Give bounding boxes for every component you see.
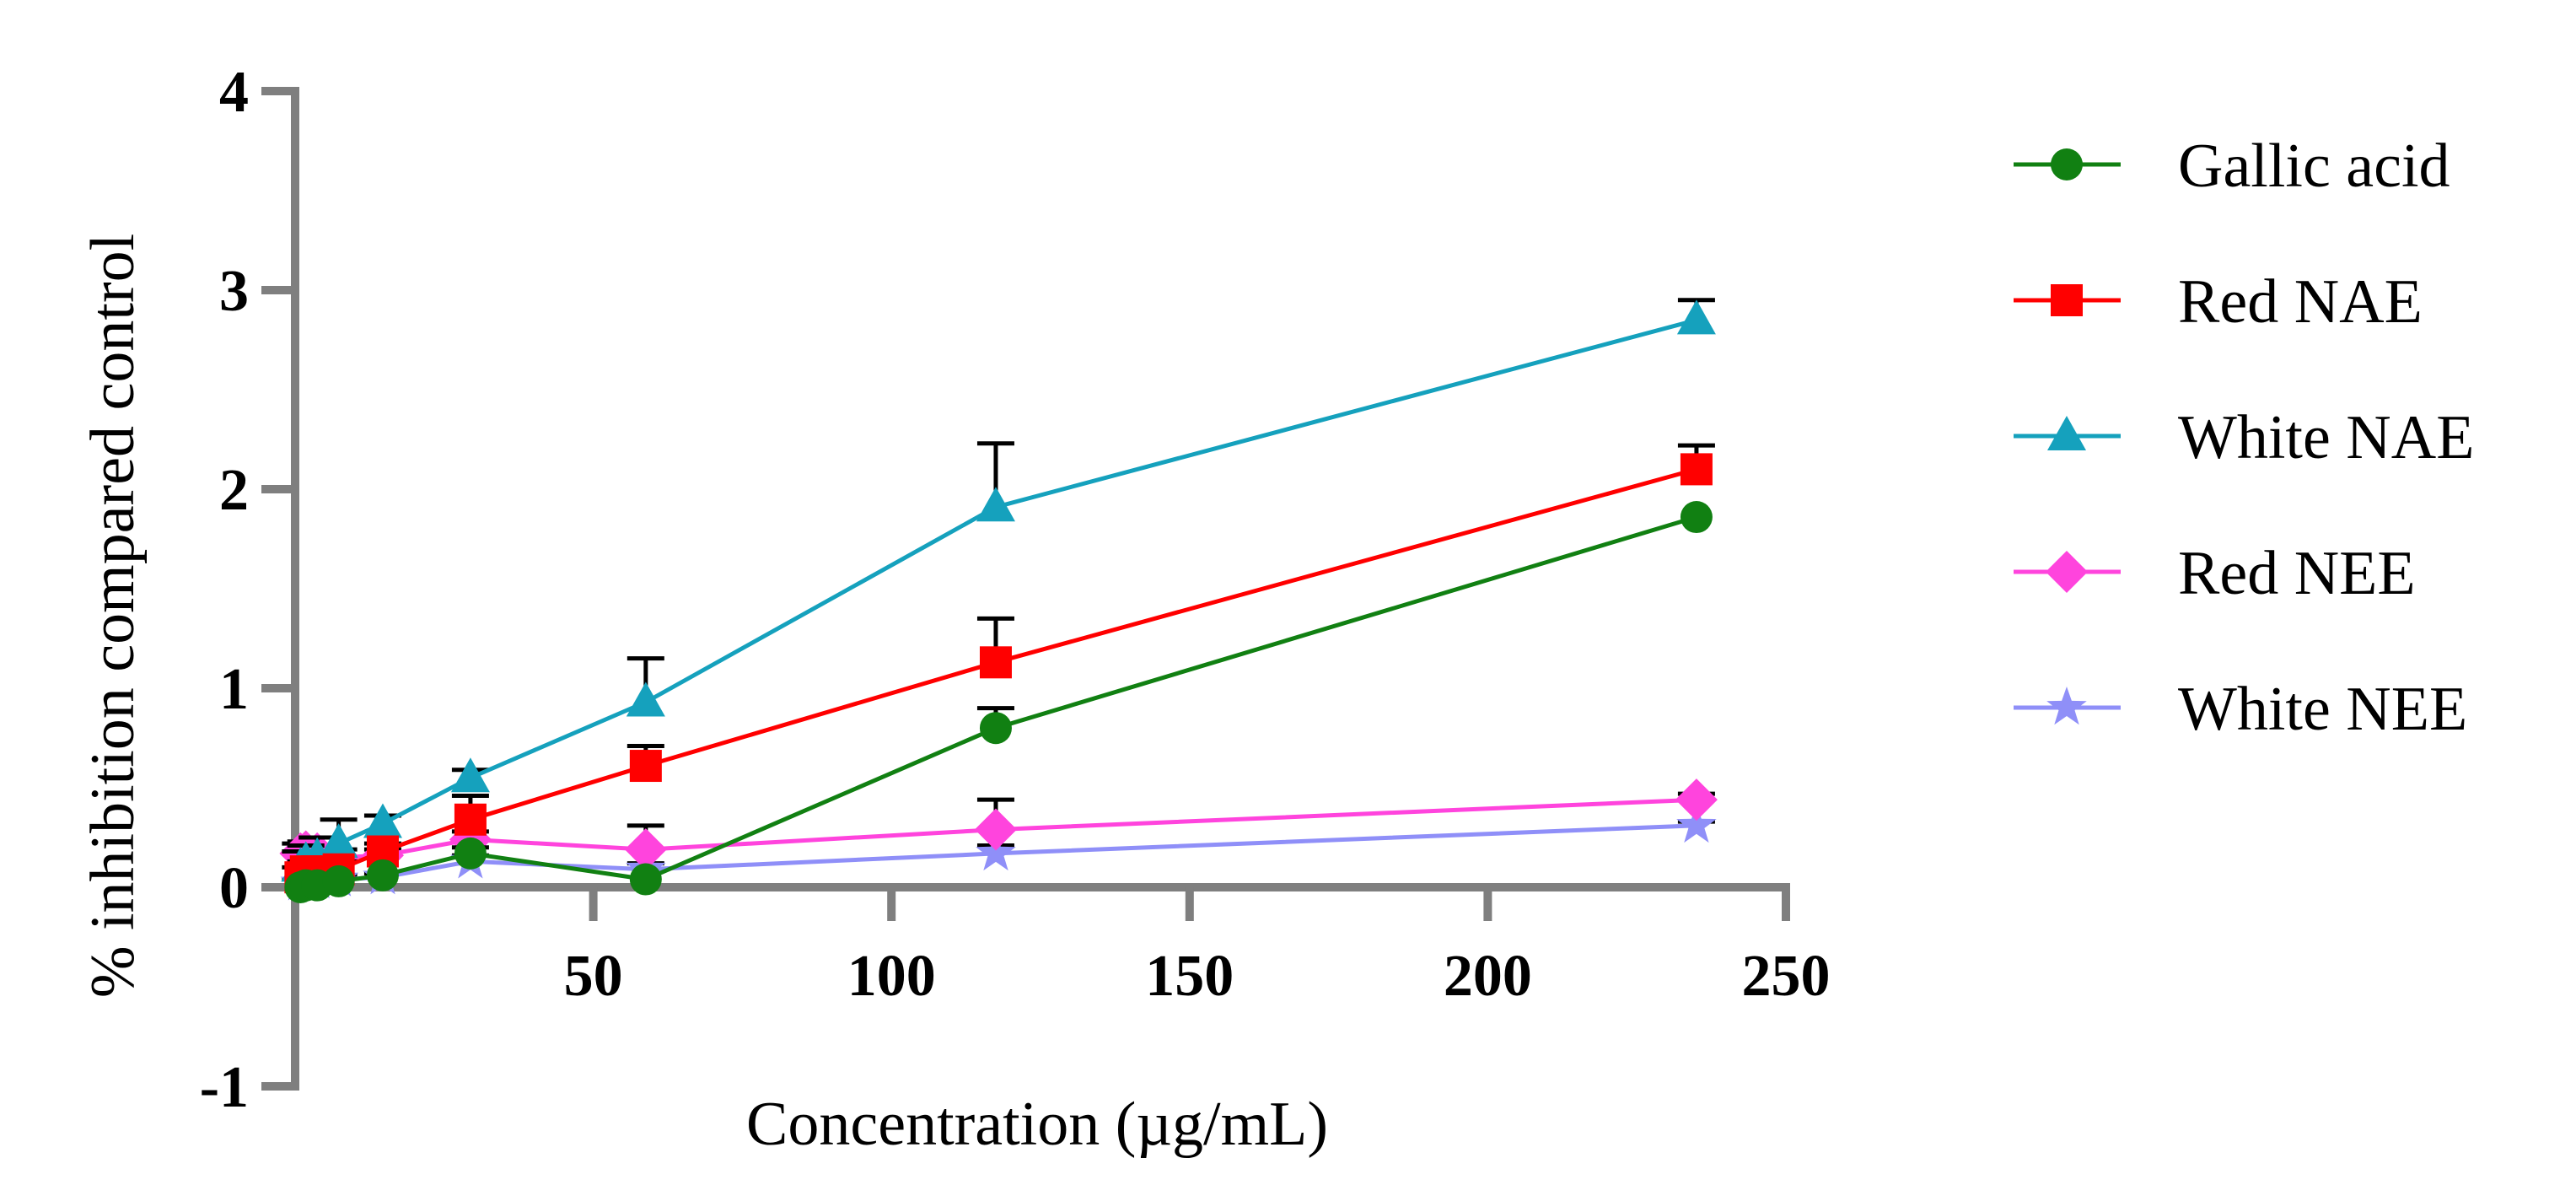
y-axis: -1 0 1 2 3 4 [200, 60, 299, 1120]
series-layer [279, 298, 1718, 903]
legend-item-red-nee: Red NEE [2014, 539, 2416, 608]
y-tick-label: 4 [219, 60, 249, 125]
data-point [322, 865, 355, 897]
legend-marker [2046, 551, 2088, 593]
data-point [1676, 299, 1716, 335]
data-point [624, 828, 667, 871]
data-point [454, 803, 487, 836]
data-point [976, 487, 1015, 522]
y-tick-label: 3 [219, 259, 249, 324]
data-point [979, 646, 1012, 679]
legend-label: Red NEE [2178, 539, 2416, 608]
legend-item-gallic-acid: Gallic acid [2014, 132, 2450, 201]
legend-marker [2051, 284, 2083, 316]
data-point [1680, 501, 1713, 534]
data-point [454, 837, 487, 870]
legend: Gallic acid Red NAE White NAE Red NEE White … [2014, 132, 2474, 744]
data-point [319, 823, 358, 859]
legend-label: White NEE [2178, 675, 2467, 744]
x-tick-label: 200 [1444, 944, 1532, 1009]
data-point [629, 863, 662, 896]
series-white-nae [281, 298, 1716, 882]
y-tick-label: 0 [219, 856, 249, 921]
legend-marker [2051, 148, 2083, 180]
x-tick-label: 150 [1145, 944, 1234, 1009]
y-tick-label: 2 [219, 458, 249, 523]
data-point [629, 750, 662, 783]
series-gallic-acid [284, 501, 1713, 903]
data-point [450, 757, 490, 793]
x-tick-label: 100 [847, 944, 936, 1009]
data-point [626, 681, 665, 717]
legend-item-white-nee: White NEE [2014, 675, 2467, 744]
data-point [363, 803, 402, 838]
data-point [974, 808, 1017, 851]
legend-label: White NAE [2178, 403, 2474, 472]
data-point [1675, 778, 1718, 821]
x-tick-label: 250 [1742, 944, 1831, 1009]
data-point [976, 832, 1016, 871]
x-axis-title: Concentration (µg/mL) [746, 1090, 1328, 1159]
y-tick-label: -1 [200, 1055, 249, 1120]
x-tick-label: 50 [564, 944, 623, 1009]
y-tick-label: 1 [219, 657, 249, 722]
data-point [979, 712, 1012, 745]
data-point [1676, 804, 1717, 843]
legend-label: Gallic acid [2178, 132, 2450, 201]
x-axis: 50 100 150 200 250 [295, 883, 1831, 1009]
legend-label: Red NAE [2178, 267, 2423, 337]
series-line [298, 317, 1697, 870]
legend-item-red-nae: Red NAE [2014, 267, 2423, 337]
data-point [1680, 453, 1713, 486]
legend-marker [2046, 687, 2087, 725]
legend-marker [2047, 416, 2086, 450]
legend-item-white-nae: White NAE [2014, 403, 2474, 472]
y-axis-title: % inhibition compared control [78, 234, 148, 998]
data-point [366, 859, 399, 891]
